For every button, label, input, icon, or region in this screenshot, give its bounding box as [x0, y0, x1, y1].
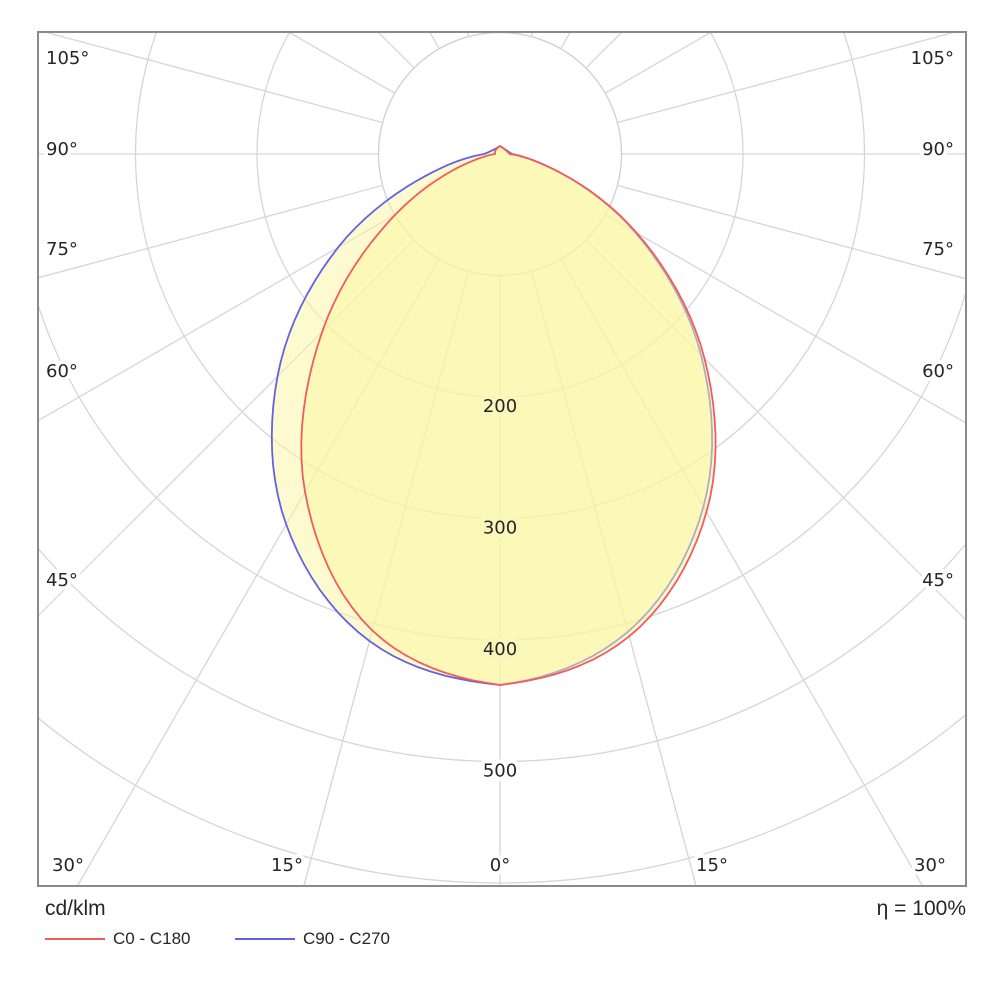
angle-ray-r120: [604, 33, 711, 94]
angle-ray-l45: [39, 239, 415, 616]
angle-label-left-45: 45°: [46, 570, 78, 591]
angle-label-left-75: 75°: [46, 239, 78, 260]
angle-ray-r105: [617, 33, 955, 124]
angle-ray-r45: [585, 239, 965, 620]
angle-label-bottom-1: 15°: [271, 855, 303, 876]
legend-label-c0-c180: C0 - C180: [113, 929, 191, 948]
axis-labels: 200 300 400 500 45° 45° 60° 60° 75° 75° 90° 90° 105°…: [42, 44, 958, 880]
angle-label-right-105: 105°: [911, 48, 954, 69]
angle-label-bottom-3: 15°: [696, 855, 728, 876]
efficiency-label: η = 100%: [876, 897, 966, 920]
angle-ray-l105: [45, 33, 383, 124]
radial-tick-300: 300: [483, 518, 517, 539]
angle-label-right-60: 60°: [922, 361, 954, 382]
radial-tick-200: 200: [483, 396, 517, 417]
angle-ray-l120: [289, 33, 396, 94]
angle-label-right-45: 45°: [922, 570, 954, 591]
angle-ray-r150: [560, 33, 571, 50]
legend-label-c90-c270: C90 - C270: [303, 929, 390, 948]
angle-label-bottom-4: 30°: [914, 855, 946, 876]
angle-ray-l75: [39, 184, 383, 279]
angle-ray-l60: [39, 214, 396, 421]
legend-item-c0-c180: C0 - C180: [45, 929, 190, 949]
angle-label-left-90: 90°: [46, 139, 78, 160]
intensity-curves: [270, 145, 717, 686]
angle-label-right-90: 90°: [922, 139, 954, 160]
plot-frame: [37, 31, 967, 887]
legend-line-blue: [235, 938, 295, 940]
angle-label-bottom-2: 0°: [490, 855, 510, 876]
angle-ray-r60: [604, 214, 965, 424]
curve-c180-c0: [300, 145, 717, 686]
radial-tick-500: 500: [483, 761, 517, 782]
angle-label-right-75: 75°: [922, 239, 954, 260]
angle-label-left-105: 105°: [46, 48, 89, 69]
angle-ray-l150: [429, 33, 440, 50]
angle-label-left-60: 60°: [46, 361, 78, 382]
angle-ray-r75: [617, 184, 965, 280]
legend-item-c90-c270: C90 - C270: [235, 929, 390, 949]
legend-line-red: [45, 938, 105, 940]
unit-label: cd/klm: [45, 897, 106, 920]
radial-tick-400: 400: [483, 639, 517, 660]
angle-label-bottom-0: 30°: [52, 855, 84, 876]
